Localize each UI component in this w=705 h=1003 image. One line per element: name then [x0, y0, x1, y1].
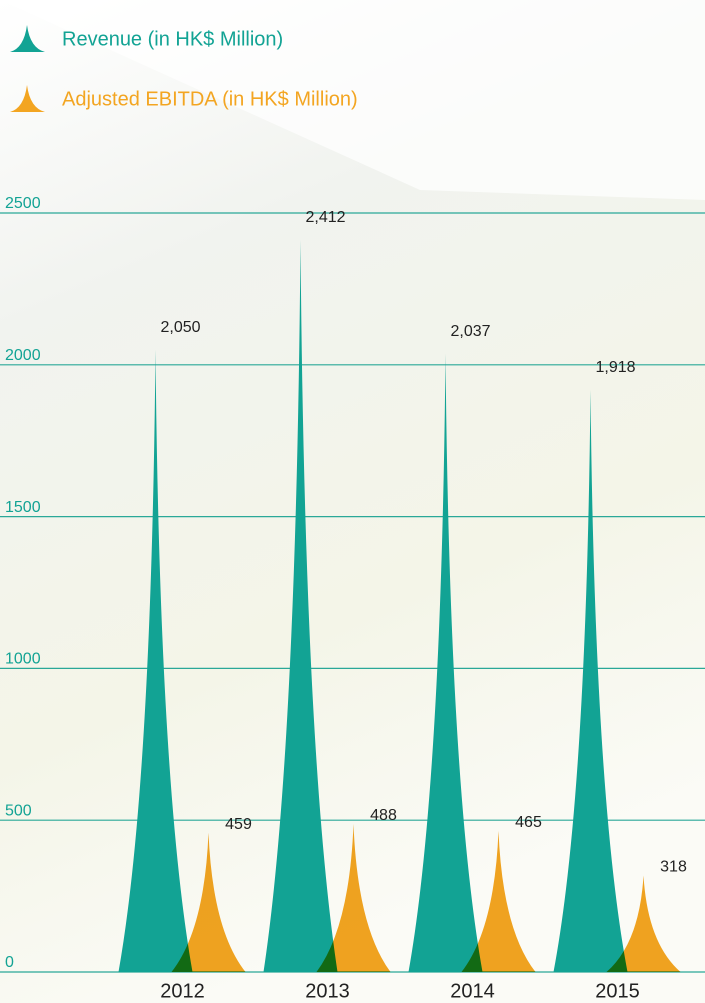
y-tick-label: 1000 — [5, 651, 41, 668]
y-tick-label: 0 — [5, 954, 14, 971]
spike — [118, 349, 193, 972]
data-label: 318 — [660, 859, 687, 876]
y-tick-label: 500 — [5, 802, 32, 819]
spike — [316, 823, 391, 972]
y-tick-label: 1500 — [5, 499, 41, 516]
x-tick-label: 2012 — [160, 980, 205, 1002]
x-tick-label: 2013 — [305, 980, 350, 1002]
data-label: 488 — [370, 807, 397, 824]
spike — [263, 239, 338, 972]
spike — [606, 875, 681, 972]
y-tick-label: 2500 — [5, 195, 41, 212]
data-label: 2,050 — [161, 319, 201, 336]
spike — [553, 389, 628, 972]
x-tick-label: 2014 — [450, 980, 495, 1002]
legend-label: Adjusted EBITDA (in HK$ Million) — [62, 88, 358, 110]
spike — [461, 830, 536, 972]
legend-label: Revenue (in HK$ Million) — [62, 28, 283, 50]
data-label: 2,037 — [451, 323, 491, 340]
x-tick-label: 2015 — [595, 980, 640, 1002]
data-label: 459 — [225, 816, 252, 833]
data-label: 1,918 — [596, 359, 636, 376]
legend-icon — [10, 85, 45, 112]
y-tick-label: 2000 — [5, 347, 41, 364]
background-highlight — [0, 0, 705, 200]
spike — [408, 353, 483, 973]
spike — [171, 832, 246, 972]
legend-icon — [10, 25, 45, 52]
data-label: 2,412 — [306, 209, 346, 226]
data-label: 465 — [515, 814, 542, 831]
